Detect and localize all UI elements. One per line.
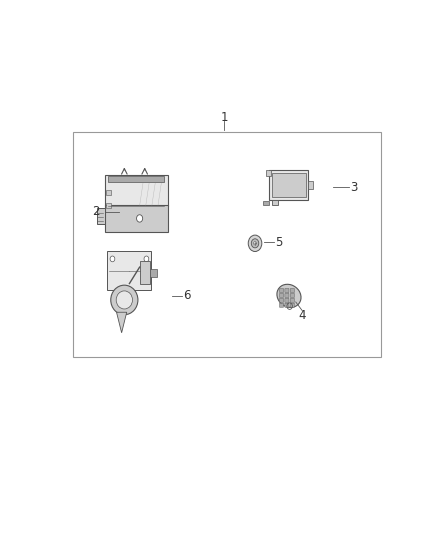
FancyBboxPatch shape bbox=[290, 288, 294, 293]
FancyBboxPatch shape bbox=[285, 293, 289, 297]
Circle shape bbox=[254, 241, 256, 245]
Text: 2: 2 bbox=[92, 205, 99, 218]
Ellipse shape bbox=[116, 291, 132, 309]
FancyBboxPatch shape bbox=[290, 303, 294, 308]
Text: 4: 4 bbox=[299, 309, 306, 321]
FancyBboxPatch shape bbox=[279, 298, 283, 302]
Bar bbox=[105, 175, 168, 206]
Bar bbox=[140, 261, 150, 284]
Circle shape bbox=[110, 256, 115, 262]
Bar bbox=[263, 201, 269, 205]
Ellipse shape bbox=[111, 285, 138, 314]
Bar bbox=[74, 132, 381, 358]
FancyBboxPatch shape bbox=[279, 293, 283, 297]
Bar bbox=[106, 190, 111, 195]
Bar bbox=[105, 205, 168, 232]
Bar bbox=[272, 199, 278, 205]
Text: 5: 5 bbox=[275, 236, 283, 249]
FancyBboxPatch shape bbox=[285, 303, 289, 308]
Bar bbox=[269, 169, 308, 200]
Circle shape bbox=[251, 239, 259, 248]
Text: 1: 1 bbox=[221, 111, 228, 124]
Bar bbox=[108, 175, 164, 182]
Text: 6: 6 bbox=[184, 289, 191, 302]
Bar bbox=[266, 169, 272, 176]
Bar bbox=[107, 251, 152, 290]
Circle shape bbox=[144, 256, 149, 262]
Bar bbox=[106, 203, 111, 207]
Circle shape bbox=[137, 215, 143, 222]
Bar bbox=[272, 173, 306, 197]
Ellipse shape bbox=[277, 284, 301, 308]
Polygon shape bbox=[117, 312, 127, 333]
Circle shape bbox=[144, 277, 149, 282]
FancyBboxPatch shape bbox=[279, 288, 283, 293]
FancyBboxPatch shape bbox=[290, 298, 294, 302]
Bar bbox=[97, 208, 105, 224]
FancyBboxPatch shape bbox=[279, 303, 283, 308]
Text: 3: 3 bbox=[350, 181, 357, 193]
Circle shape bbox=[248, 235, 262, 252]
FancyBboxPatch shape bbox=[285, 298, 289, 302]
FancyBboxPatch shape bbox=[285, 288, 289, 293]
Bar bbox=[308, 181, 313, 189]
FancyBboxPatch shape bbox=[290, 293, 294, 297]
Bar bbox=[151, 269, 157, 277]
